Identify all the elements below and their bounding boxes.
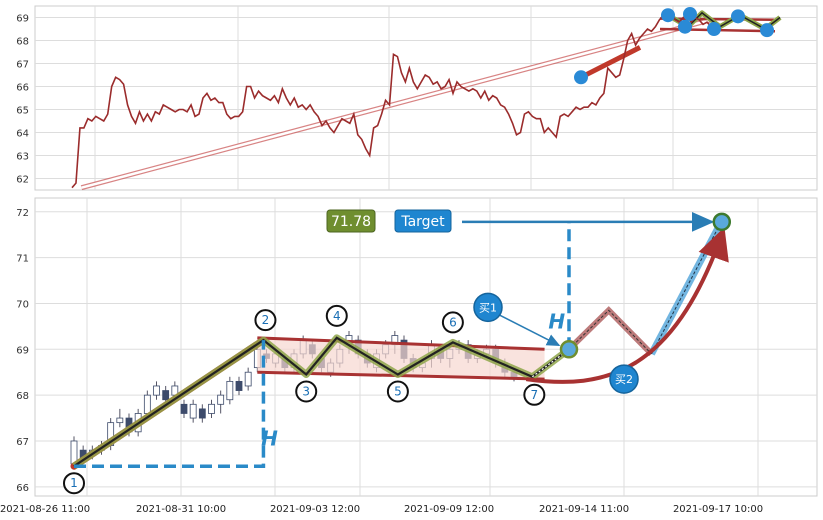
bottom-annotations: 1 2 3 4 5 6 7 买1 买2 H H (63, 211, 732, 495)
top-ytick-67: 67 (16, 60, 29, 71)
top-marker-0 (574, 70, 588, 85)
top-marker-6 (760, 23, 774, 38)
value-badge: 71.78 (326, 209, 376, 233)
bottom-xtick-4: 2021-09-14 11:00 (539, 504, 629, 515)
bottom-ytick-69: 69 (16, 345, 29, 356)
bottom-curve-arrow (525, 227, 729, 384)
top-ytick-69: 69 (16, 14, 29, 25)
top-ytick-63: 63 (16, 152, 29, 163)
buy1-pointer (499, 314, 561, 346)
candle-body-18 (235, 380, 243, 391)
candle-body-19 (244, 371, 252, 387)
top-grid (35, 6, 817, 190)
bottom-projection-peak-dash (568, 309, 652, 355)
top-marker-2 (678, 19, 692, 34)
point-label-5: 5 (394, 385, 402, 399)
candle-body-14 (198, 408, 206, 419)
top-yticks: 62 63 64 65 66 67 68 69 (16, 14, 29, 186)
bottom-xtick-1: 2021-08-31 10:00 (136, 504, 226, 515)
bottom-upper-line (257, 336, 545, 351)
bottom-xtick-0: 2021-08-26 11:00 (0, 504, 90, 515)
bottom-yticks: 66 67 68 69 70 71 72 (16, 208, 29, 494)
value-badge-text: 71.78 (331, 214, 371, 230)
candle-body-12 (180, 403, 188, 414)
candle-body-9 (153, 385, 160, 396)
bottom-xtick-2: 2021-09-03 12:00 (270, 504, 360, 515)
candle-body-0 (70, 440, 78, 465)
top-markers (574, 7, 774, 85)
buy1-label: 买1 (479, 301, 497, 314)
top-series (71, 11, 712, 189)
top-price-line (71, 11, 712, 189)
bottom-ytick-70: 70 (16, 299, 29, 310)
h-label-1: H (548, 310, 565, 334)
top-ytick-62: 62 (16, 175, 29, 186)
top-marker-5 (731, 9, 745, 24)
point-label-6: 6 (449, 315, 457, 329)
buy2-label: 买2 (615, 373, 633, 386)
top-ytick-68: 68 (16, 37, 29, 48)
point-label-3: 3 (302, 385, 310, 399)
bottom-ytick-71: 71 (16, 254, 29, 265)
bottom-pattern (70, 219, 729, 470)
h-label-0: H (261, 427, 278, 451)
point-label-4: 4 (333, 309, 341, 323)
point-circle-3 (295, 380, 318, 403)
candle-body-13 (189, 403, 197, 419)
top-ytick-66: 66 (16, 83, 29, 94)
top-ytick-64: 64 (16, 129, 29, 140)
point-circle-7 (523, 383, 546, 406)
candle-body-16 (217, 394, 225, 405)
candle-body-15 (208, 403, 215, 414)
point-label-7: 7 (531, 388, 539, 402)
top-trend-segment (579, 45, 642, 80)
top-support-line-inner (81, 18, 712, 189)
point-circle-5 (386, 380, 409, 403)
top-marker-4 (707, 22, 721, 36)
bottom-ytick-72: 72 (16, 208, 29, 219)
point-label-2: 2 (262, 313, 270, 327)
candle-body-17 (226, 380, 234, 401)
point-circle-6 (441, 311, 464, 334)
bottom-xticks: 2021-08-26 11:00 2021-08-31 10:00 2021-09-… (0, 504, 763, 515)
bottom-ytick-67: 67 (16, 437, 29, 448)
bottom-xtick-3: 2021-09-09 12:00 (404, 504, 494, 515)
bottom-target-dot (712, 212, 732, 232)
top-marker-3 (683, 7, 697, 22)
bottom-breakout-dot (559, 340, 579, 359)
top-marker-1 (661, 8, 675, 23)
candle-body-5 (116, 417, 124, 424)
bottom-ytick-68: 68 (16, 391, 29, 402)
bottom-h-guide-1 (74, 340, 266, 468)
buy1-circle (473, 292, 503, 323)
bottom-ytick-66: 66 (16, 483, 29, 494)
point-circle-1 (63, 472, 85, 495)
buy2-circle (609, 364, 639, 394)
candle-body-10 (162, 390, 170, 401)
top-ytick-65: 65 (16, 106, 29, 117)
bottom-xtick-5: 2021-09-17 10:00 (673, 504, 763, 515)
point-circle-2 (254, 309, 277, 332)
target-badge-text: Target (400, 214, 445, 230)
candle-body-8 (143, 394, 151, 414)
bottom-zigzag-inner (73, 336, 570, 468)
target-badge: Target (394, 209, 452, 233)
point-label-1: 1 (70, 476, 78, 490)
point-circle-4 (325, 304, 348, 327)
